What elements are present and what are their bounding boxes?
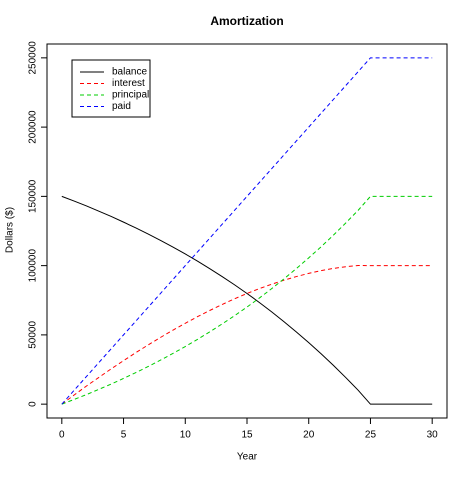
series-line bbox=[61, 195, 433, 405]
legend-label: paid bbox=[112, 101, 131, 112]
y-axis-label: Dollars ($) bbox=[5, 207, 16, 253]
x-tick-label: 30 bbox=[427, 430, 439, 441]
series-line bbox=[61, 264, 433, 405]
y-tick-label: 200000 bbox=[28, 110, 39, 144]
y-tick-label: 50000 bbox=[28, 321, 39, 349]
chart-title: Amortization bbox=[210, 14, 283, 28]
series-line bbox=[61, 195, 433, 405]
x-tick-label: 25 bbox=[365, 430, 377, 441]
legend-label: interest bbox=[112, 78, 145, 89]
x-tick-label: 15 bbox=[241, 430, 253, 441]
y-tick-label: 100000 bbox=[28, 249, 39, 283]
x-tick-label: 10 bbox=[180, 430, 192, 441]
x-tick-label: 5 bbox=[121, 430, 127, 441]
legend-box bbox=[71, 59, 151, 118]
x-axis-label: Year bbox=[237, 452, 258, 463]
y-tick-label: 250000 bbox=[28, 41, 39, 75]
legend-label: principal bbox=[112, 90, 149, 101]
legend-label: balance bbox=[112, 67, 147, 78]
x-tick-label: 0 bbox=[59, 430, 65, 441]
y-tick-label: 150000 bbox=[28, 179, 39, 213]
x-tick-label: 20 bbox=[303, 430, 315, 441]
series-line bbox=[61, 57, 433, 405]
y-tick-label: 0 bbox=[28, 401, 39, 407]
